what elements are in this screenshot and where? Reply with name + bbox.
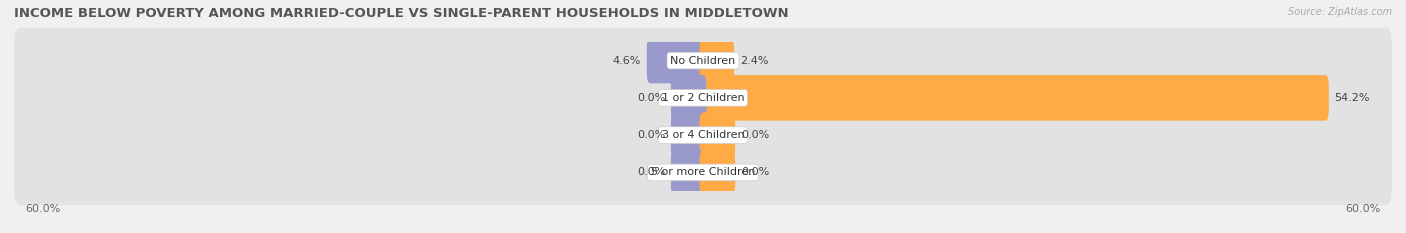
FancyBboxPatch shape: [671, 75, 706, 121]
Text: 0.0%: 0.0%: [741, 168, 769, 177]
Text: 0.0%: 0.0%: [637, 130, 665, 140]
FancyBboxPatch shape: [14, 140, 1392, 205]
FancyBboxPatch shape: [14, 103, 1392, 168]
Text: 54.2%: 54.2%: [1334, 93, 1369, 103]
FancyBboxPatch shape: [671, 150, 706, 195]
FancyBboxPatch shape: [700, 112, 735, 158]
FancyBboxPatch shape: [14, 28, 1392, 93]
Text: 60.0%: 60.0%: [1346, 204, 1381, 214]
Text: Source: ZipAtlas.com: Source: ZipAtlas.com: [1288, 7, 1392, 17]
FancyBboxPatch shape: [14, 65, 1392, 130]
Text: 1 or 2 Children: 1 or 2 Children: [662, 93, 744, 103]
FancyBboxPatch shape: [700, 150, 735, 195]
Text: INCOME BELOW POVERTY AMONG MARRIED-COUPLE VS SINGLE-PARENT HOUSEHOLDS IN MIDDLET: INCOME BELOW POVERTY AMONG MARRIED-COUPL…: [14, 7, 789, 20]
Text: 4.6%: 4.6%: [613, 56, 641, 65]
FancyBboxPatch shape: [647, 38, 706, 83]
Text: 60.0%: 60.0%: [25, 204, 60, 214]
FancyBboxPatch shape: [700, 38, 734, 83]
Text: 0.0%: 0.0%: [637, 93, 665, 103]
Text: 5 or more Children: 5 or more Children: [651, 168, 755, 177]
Text: 3 or 4 Children: 3 or 4 Children: [662, 130, 744, 140]
Text: 0.0%: 0.0%: [741, 130, 769, 140]
FancyBboxPatch shape: [700, 75, 1329, 121]
FancyBboxPatch shape: [671, 112, 706, 158]
Legend: Married Couples, Single Parents: Married Couples, Single Parents: [591, 229, 815, 233]
Text: 0.0%: 0.0%: [637, 168, 665, 177]
Text: No Children: No Children: [671, 56, 735, 65]
Text: 2.4%: 2.4%: [740, 56, 768, 65]
